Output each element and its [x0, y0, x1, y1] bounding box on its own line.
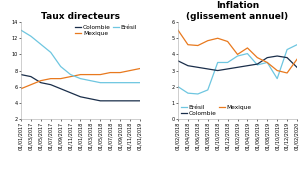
- Mexique: [138, 67, 142, 70]
- Line: Mexique: Mexique: [21, 69, 140, 89]
- Mexique: [88, 74, 92, 76]
- Colombie: [88, 98, 92, 100]
- Brésil: [128, 82, 132, 84]
- Line: Colombie: Colombie: [21, 75, 140, 101]
- Brésil: [196, 93, 200, 95]
- Brésil: [236, 55, 239, 57]
- Colombie: [176, 60, 180, 62]
- Mexique: [275, 70, 279, 72]
- Brésil: [226, 62, 230, 64]
- Mexique: [39, 80, 43, 82]
- Colombie: [275, 55, 279, 57]
- Line: Brésil: Brésil: [21, 30, 140, 83]
- Mexique: [206, 40, 210, 42]
- Mexique: [246, 47, 249, 49]
- Brésil: [79, 78, 82, 80]
- Colombie: [138, 100, 142, 102]
- Colombie: [196, 66, 200, 68]
- Mexique: [108, 72, 112, 74]
- Mexique: [236, 53, 239, 55]
- Line: Brésil: Brésil: [178, 45, 297, 94]
- Mexique: [59, 78, 62, 80]
- Brésil: [39, 43, 43, 45]
- Brésil: [69, 74, 72, 76]
- Colombie: [206, 68, 210, 70]
- Brésil: [266, 62, 269, 64]
- Title: Taux directeurs: Taux directeurs: [41, 12, 120, 21]
- Brésil: [138, 82, 142, 84]
- Mexique: [79, 74, 82, 76]
- Brésil: [216, 62, 220, 64]
- Colombie: [285, 57, 289, 59]
- Mexique: [266, 62, 269, 64]
- Legend: Brésil, Colombie, Mexique: Brésil, Colombie, Mexique: [181, 105, 251, 116]
- Colombie: [108, 100, 112, 102]
- Colombie: [59, 88, 62, 90]
- Mexique: [49, 78, 52, 80]
- Brésil: [118, 82, 122, 84]
- Mexique: [186, 44, 190, 46]
- Colombie: [246, 65, 249, 67]
- Brésil: [88, 80, 92, 82]
- Mexique: [196, 45, 200, 47]
- Brésil: [98, 82, 102, 84]
- Colombie: [98, 100, 102, 102]
- Colombie: [49, 84, 52, 86]
- Mexique: [128, 70, 132, 72]
- Colombie: [216, 70, 220, 72]
- Colombie: [19, 74, 23, 76]
- Mexique: [176, 29, 180, 31]
- Brésil: [186, 92, 190, 94]
- Mexique: [216, 37, 220, 39]
- Brésil: [256, 64, 259, 66]
- Mexique: [226, 40, 230, 42]
- Colombie: [295, 66, 299, 68]
- Brésil: [246, 53, 249, 55]
- Legend: Colombie, Mexique, Brésil: Colombie, Mexique, Brésil: [75, 25, 137, 36]
- Colombie: [118, 100, 122, 102]
- Colombie: [266, 57, 269, 59]
- Mexique: [295, 58, 299, 60]
- Colombie: [79, 96, 82, 98]
- Brésil: [59, 65, 62, 67]
- Colombie: [226, 68, 230, 70]
- Line: Colombie: Colombie: [178, 56, 297, 71]
- Mexique: [285, 72, 289, 74]
- Brésil: [275, 78, 279, 80]
- Brésil: [176, 86, 180, 88]
- Brésil: [29, 35, 33, 37]
- Mexique: [118, 72, 122, 74]
- Mexique: [29, 84, 33, 86]
- Brésil: [108, 82, 112, 84]
- Brésil: [206, 89, 210, 91]
- Colombie: [256, 63, 259, 65]
- Colombie: [236, 66, 239, 68]
- Mexique: [19, 88, 23, 90]
- Line: Mexique: Mexique: [178, 30, 297, 73]
- Brésil: [285, 49, 289, 51]
- Brésil: [19, 29, 23, 31]
- Colombie: [186, 65, 190, 67]
- Mexique: [69, 76, 72, 78]
- Title: Inflation
(glissement annuel): Inflation (glissement annuel): [187, 1, 289, 21]
- Brésil: [49, 51, 52, 53]
- Colombie: [128, 100, 132, 102]
- Colombie: [69, 92, 72, 94]
- Mexique: [98, 74, 102, 76]
- Brésil: [295, 44, 299, 46]
- Mexique: [256, 57, 259, 59]
- Colombie: [29, 76, 33, 78]
- Colombie: [39, 82, 43, 84]
